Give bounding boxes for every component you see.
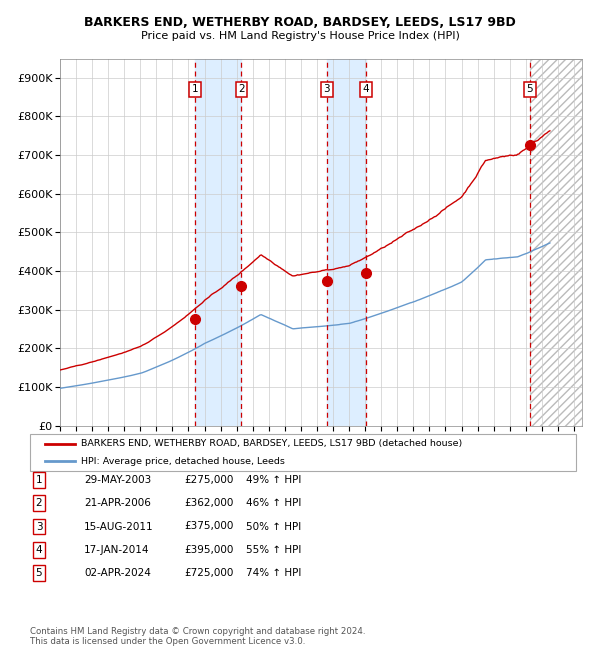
Text: 5: 5	[526, 84, 533, 94]
Text: 2: 2	[35, 498, 43, 508]
Text: £375,000: £375,000	[185, 521, 234, 532]
Text: £725,000: £725,000	[185, 568, 234, 578]
Text: 21-APR-2006: 21-APR-2006	[84, 498, 151, 508]
Text: 46% ↑ HPI: 46% ↑ HPI	[246, 498, 301, 508]
Text: 2: 2	[238, 84, 245, 94]
Text: 4: 4	[362, 84, 369, 94]
Text: 55% ↑ HPI: 55% ↑ HPI	[246, 545, 301, 555]
Text: Price paid vs. HM Land Registry's House Price Index (HPI): Price paid vs. HM Land Registry's House …	[140, 31, 460, 41]
Text: 1: 1	[35, 474, 43, 485]
Text: 74% ↑ HPI: 74% ↑ HPI	[246, 568, 301, 578]
Text: 3: 3	[323, 84, 330, 94]
Text: 5: 5	[35, 568, 43, 578]
Bar	[195, 58, 241, 426]
Text: £275,000: £275,000	[185, 474, 234, 485]
Text: HPI: Average price, detached house, Leeds: HPI: Average price, detached house, Leed…	[81, 456, 285, 465]
Text: 17-JAN-2014: 17-JAN-2014	[84, 545, 149, 555]
Text: 49% ↑ HPI: 49% ↑ HPI	[246, 474, 301, 485]
Text: 15-AUG-2011: 15-AUG-2011	[84, 521, 154, 532]
Bar	[327, 58, 366, 426]
Text: 02-APR-2024: 02-APR-2024	[84, 568, 151, 578]
Text: 4: 4	[35, 545, 43, 555]
Text: BARKERS END, WETHERBY ROAD, BARDSEY, LEEDS, LS17 9BD: BARKERS END, WETHERBY ROAD, BARDSEY, LEE…	[84, 16, 516, 29]
Text: 29-MAY-2003: 29-MAY-2003	[84, 474, 151, 485]
Text: This data is licensed under the Open Government Licence v3.0.: This data is licensed under the Open Gov…	[30, 637, 305, 646]
Text: 1: 1	[192, 84, 199, 94]
Text: £362,000: £362,000	[185, 498, 234, 508]
Text: 3: 3	[35, 521, 43, 532]
Text: £395,000: £395,000	[185, 545, 234, 555]
Text: 50% ↑ HPI: 50% ↑ HPI	[246, 521, 301, 532]
Bar	[530, 58, 582, 426]
Text: BARKERS END, WETHERBY ROAD, BARDSEY, LEEDS, LS17 9BD (detached house): BARKERS END, WETHERBY ROAD, BARDSEY, LEE…	[81, 439, 462, 448]
Text: Contains HM Land Registry data © Crown copyright and database right 2024.: Contains HM Land Registry data © Crown c…	[30, 627, 365, 636]
